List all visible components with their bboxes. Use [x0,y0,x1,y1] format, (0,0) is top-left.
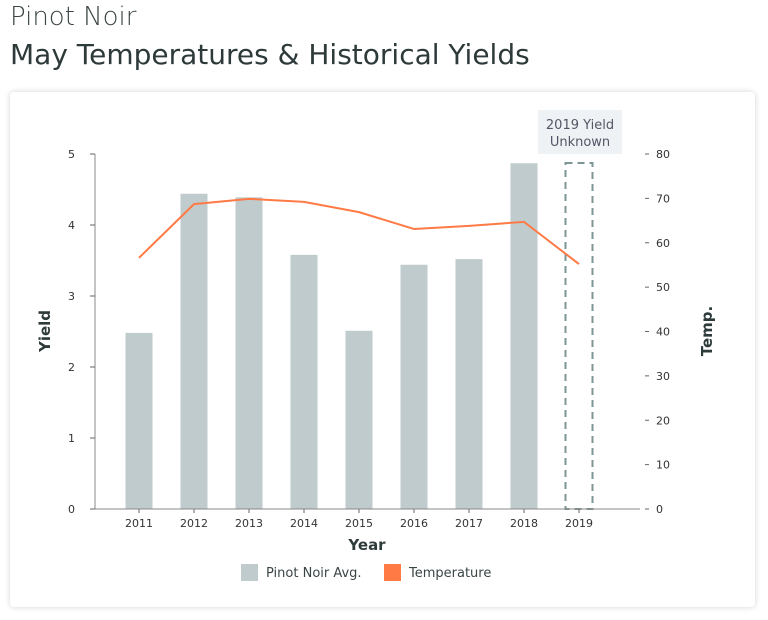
bar-2018[interactable] [510,163,538,510]
chart-subtitle: Pinot Noir [10,2,137,32]
x-tick-label: 2019 [565,517,593,530]
x-tick-label: 2017 [455,517,483,530]
x-tick-label: 2013 [235,517,263,530]
annotation-box [538,110,622,154]
bar-2015[interactable] [345,330,373,509]
bar-2016[interactable] [400,264,428,509]
bar-2017[interactable] [455,259,483,509]
x-tick-label: 2012 [180,517,208,530]
y2-tick-label: 30 [656,370,670,383]
y-axis-label: Yield [36,310,54,353]
y-tick-label: 1 [68,432,75,445]
bar-2011[interactable] [125,332,153,509]
y2-tick-label: 10 [656,459,670,472]
x-tick-label: 2018 [510,517,538,530]
unknown-bar-2019 [564,162,594,510]
y2-tick-label: 40 [656,326,670,339]
bar-2014[interactable] [290,254,318,509]
x-tick-label: 2015 [345,517,373,530]
annotation-line1: 2019 Yield [546,118,614,133]
y-tick-label: 2 [68,361,75,374]
chart-title: May Temperatures & Historical Yields [10,38,530,71]
bar-2013[interactable] [235,197,263,509]
x-axis-label: Year [347,536,386,554]
y2-tick-label: 80 [656,148,670,161]
x-tick-label: 2011 [125,517,153,530]
y-tick-label: 0 [68,503,75,516]
x-tick-label: 2014 [290,517,318,530]
legend-swatch-bar[interactable] [241,564,258,581]
y2-axis-label: Temp. [698,306,716,356]
legend: Pinot Noir Avg. Temperature [241,564,491,581]
y2-tick-label: 20 [656,414,670,427]
y2-tick-label: 50 [656,281,670,294]
y2-tick-label: 0 [656,503,663,516]
y-tick-label: 3 [68,290,75,303]
legend-label-bar[interactable]: Pinot Noir Avg. [266,566,362,581]
y-tick-label: 5 [68,148,75,161]
bar-2012[interactable] [180,193,208,509]
legend-label-line[interactable]: Temperature [408,566,491,581]
legend-swatch-line[interactable] [384,564,401,581]
y2-tick-label: 70 [656,192,670,205]
y-tick-label: 4 [68,219,75,232]
y2-tick-label: 60 [656,237,670,250]
x-tick-label: 2016 [400,517,428,530]
annotation-line2: Unknown [550,135,610,150]
